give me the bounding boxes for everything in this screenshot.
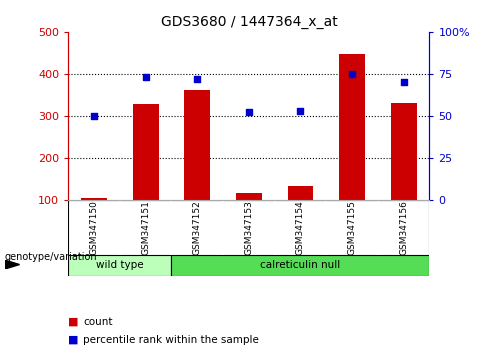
Title: GDS3680 / 1447364_x_at: GDS3680 / 1447364_x_at <box>161 16 337 29</box>
Bar <box>339 54 365 200</box>
Bar <box>236 194 262 200</box>
Bar <box>391 103 417 200</box>
Text: GSM347152: GSM347152 <box>193 200 202 255</box>
Text: GSM347156: GSM347156 <box>399 200 408 255</box>
Text: ■: ■ <box>68 317 79 327</box>
Bar <box>171 255 429 276</box>
Text: wild type: wild type <box>96 261 144 270</box>
Point <box>400 79 407 85</box>
Bar <box>68 255 171 276</box>
Text: ■: ■ <box>68 335 79 345</box>
Point <box>90 113 98 119</box>
Point <box>142 74 150 80</box>
Point <box>348 71 356 77</box>
Polygon shape <box>5 260 20 269</box>
Bar <box>287 186 313 200</box>
Point <box>245 110 253 115</box>
Text: GSM347153: GSM347153 <box>244 200 253 255</box>
Text: percentile rank within the sample: percentile rank within the sample <box>83 335 259 345</box>
Bar <box>184 90 210 200</box>
Text: GSM347150: GSM347150 <box>90 200 99 255</box>
Bar <box>133 104 159 200</box>
Point <box>193 76 201 82</box>
Bar <box>81 198 107 200</box>
Text: calreticulin null: calreticulin null <box>260 261 341 270</box>
Text: count: count <box>83 317 112 327</box>
Point <box>297 108 305 114</box>
Text: genotype/variation: genotype/variation <box>5 252 98 262</box>
Text: GSM347155: GSM347155 <box>347 200 357 255</box>
Text: GSM347151: GSM347151 <box>141 200 150 255</box>
Text: GSM347154: GSM347154 <box>296 200 305 255</box>
